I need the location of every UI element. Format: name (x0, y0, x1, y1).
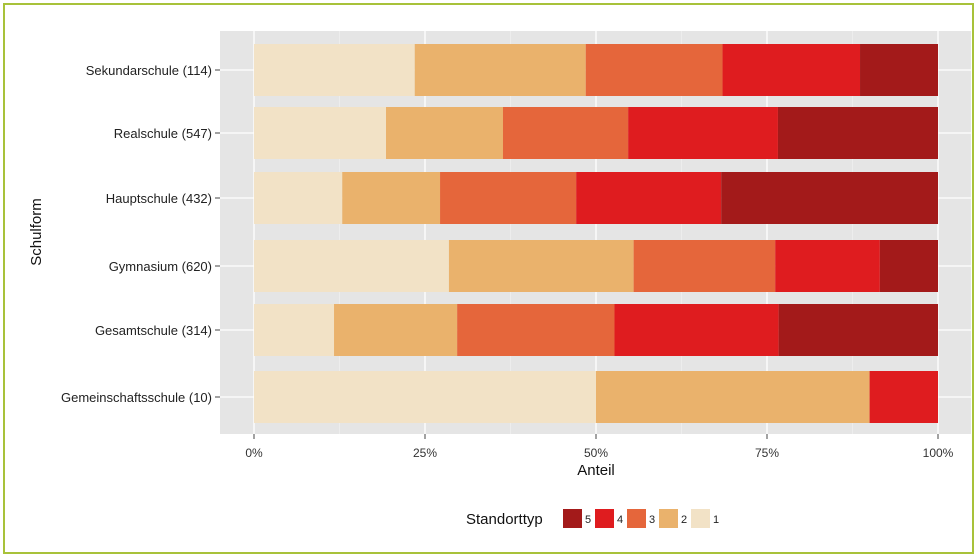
bar-segment-3-typ-3 (440, 172, 577, 224)
bar-segment-6-typ-1 (254, 371, 596, 423)
bar-segment-2-typ-4 (628, 107, 778, 159)
legend: Standorttyp 5 4 3 2 1 (466, 509, 719, 528)
bar-segment-5-typ-3 (457, 304, 615, 356)
bar-segment-4-typ-4 (775, 240, 880, 292)
bar-segment-4-typ-5 (879, 240, 938, 292)
bar-segment-5-typ-2 (334, 304, 458, 356)
bars (254, 44, 938, 423)
legend-swatch-2 (659, 509, 678, 528)
x-tick-label: 75% (755, 446, 779, 460)
y-axis-title: Schulform (28, 198, 45, 266)
x-tick-labels: 0% 25% 50% 75% 100% (245, 434, 954, 460)
y-tick-label: Gemeinschaftsschule (10) (61, 390, 212, 405)
bar-segment-6-typ-2 (596, 371, 870, 423)
x-axis-title: Anteil (577, 462, 615, 479)
x-tick-label: 25% (413, 446, 437, 460)
legend-label-3: 3 (649, 514, 655, 526)
bar-segment-3-typ-5 (721, 172, 938, 224)
y-tick-label: Realschule (547) (114, 126, 212, 141)
x-tick-label: 100% (923, 446, 954, 460)
bar-segment-5-typ-1 (254, 304, 335, 356)
bar-segment-6-typ-4 (869, 371, 938, 423)
bar-segment-5-typ-5 (778, 304, 938, 356)
legend-label-4: 4 (617, 514, 623, 526)
legend-swatch-3 (627, 509, 646, 528)
legend-swatch-5 (563, 509, 582, 528)
y-tick-label: Gesamtschule (314) (95, 323, 212, 338)
bar-segment-1-typ-5 (860, 44, 938, 96)
y-tick-label: Gymnasium (620) (109, 259, 212, 274)
bar-segment-1-typ-3 (585, 44, 723, 96)
bar-segment-3-typ-4 (576, 172, 722, 224)
bar-segment-2-typ-2 (386, 107, 503, 159)
bar-segment-1-typ-2 (414, 44, 586, 96)
bar-segment-5-typ-4 (614, 304, 779, 356)
x-tick-label: 0% (245, 446, 263, 460)
y-tick-label: Hauptschule (432) (106, 191, 212, 206)
bar-segment-4-typ-2 (448, 240, 634, 292)
bar-segment-1-typ-1 (254, 44, 415, 96)
bar-segment-4-typ-3 (633, 240, 776, 292)
legend-label-2: 2 (681, 514, 687, 526)
bar-segment-2-typ-5 (777, 107, 938, 159)
legend-title: Standorttyp (466, 511, 543, 528)
bar-segment-1-typ-4 (722, 44, 861, 96)
legend-swatch-1 (691, 509, 710, 528)
legend-label-5: 5 (585, 514, 591, 526)
bar-segment-2-typ-1 (254, 107, 387, 159)
bar-segment-2-typ-3 (502, 107, 629, 159)
y-tick-label: Sekundarschule (114) (86, 63, 212, 78)
bar-segment-3-typ-2 (342, 172, 441, 224)
bar-segment-3-typ-1 (254, 172, 343, 224)
legend-swatch-4 (595, 509, 614, 528)
y-tick-labels: Sekundarschule (114) Realschule (547) Haup… (61, 63, 220, 405)
bar-segment-4-typ-1 (254, 240, 449, 292)
legend-label-1: 1 (713, 514, 719, 526)
x-tick-label: 50% (584, 446, 608, 460)
